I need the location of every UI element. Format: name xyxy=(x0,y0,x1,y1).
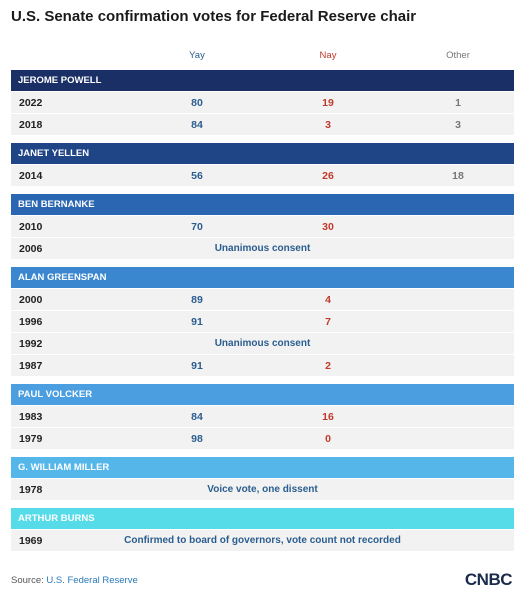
row-year: 2000 xyxy=(19,294,43,306)
column-header-nay: Nay xyxy=(319,50,337,61)
source-link[interactable]: U.S. Federal Reserve xyxy=(46,575,138,586)
group-header: PAUL VOLCKER xyxy=(11,384,514,405)
column-header-yay: Yay xyxy=(189,50,205,61)
group-g-william-miller: G. WILLIAM MILLER 1978 Voice vote, one dis… xyxy=(11,457,514,501)
row-yay-value: 98 xyxy=(191,433,203,445)
row-other-value: 18 xyxy=(452,170,464,182)
row-year: 1978 xyxy=(19,484,43,496)
row-nay-value: 26 xyxy=(322,170,334,182)
row-year: 2006 xyxy=(19,243,43,255)
row-year: 1992 xyxy=(19,338,43,350)
row-yay-value: 80 xyxy=(191,97,203,109)
row-nay-value: 2 xyxy=(325,360,331,372)
row-year: 2014 xyxy=(19,170,43,182)
row-year: 1996 xyxy=(19,316,43,328)
group-arthur-burns: ARTHUR BURNS 1969 Confirmed to board of go… xyxy=(11,508,514,552)
table-row: 1978 Voice vote, one dissent xyxy=(11,479,514,501)
group-header: G. WILLIAM MILLER xyxy=(11,457,514,478)
group-header: ALAN GREENSPAN xyxy=(11,267,514,288)
table-row: 2010 70 30 xyxy=(11,216,514,238)
row-nay-value: 30 xyxy=(322,221,334,233)
table-row: 1992 Unanimous consent xyxy=(11,333,514,355)
table-row: 2022 80 19 1 xyxy=(11,92,514,114)
row-other-value: 3 xyxy=(455,119,461,131)
row-other-value: 1 xyxy=(455,97,461,109)
row-yay-value: 56 xyxy=(191,170,203,182)
group-ben-bernanke: BEN BERNANKE 2010 70 30 2006 Unanimous consen… xyxy=(11,194,514,260)
row-note: Unanimous consent xyxy=(214,338,311,349)
row-nay-value: 0 xyxy=(325,433,331,445)
row-note: Confirmed to board of governors, vote co… xyxy=(124,535,401,546)
table-row: 2018 84 3 3 xyxy=(11,114,514,136)
table-row: 1979 98 0 xyxy=(11,428,514,450)
group-header: JANET YELLEN xyxy=(11,143,514,164)
cnbc-logo: CNBC xyxy=(464,570,513,589)
votes-table: JEROME POWELL 2022 80 19 1 2018 84 3 3 JANET YELL… xyxy=(11,70,514,559)
row-year: 1983 xyxy=(19,411,43,423)
row-yay-value: 84 xyxy=(191,411,203,423)
group-alan-greenspan: ALAN GREENSPAN 2000 89 4 1996 91 7 1992 Unanimou… xyxy=(11,267,514,377)
row-yay-value: 91 xyxy=(191,316,203,328)
row-note: Unanimous consent xyxy=(214,243,311,254)
row-year: 1969 xyxy=(19,535,43,547)
row-nay-value: 7 xyxy=(325,316,331,328)
table-row: 2014 56 26 18 xyxy=(11,165,514,187)
column-headers: Yay Nay Other xyxy=(11,50,514,64)
row-nay-value: 4 xyxy=(325,294,331,306)
row-yay-value: 89 xyxy=(191,294,203,306)
table-row: 2006 Unanimous consent xyxy=(11,238,514,260)
table-row: 2000 89 4 xyxy=(11,289,514,311)
table-row: 1983 84 16 xyxy=(11,406,514,428)
source-note: Source: U.S. Federal Reserve xyxy=(11,575,138,586)
table-row: 1969 Confirmed to board of governors, vot… xyxy=(11,530,514,552)
table-row: 1996 91 7 xyxy=(11,311,514,333)
group-paul-volcker: PAUL VOLCKER 1983 84 16 1979 98 0 xyxy=(11,384,514,450)
source-label: Source: xyxy=(11,575,44,586)
table-row: 1987 91 2 xyxy=(11,355,514,377)
row-year: 1987 xyxy=(19,360,43,372)
row-note: Voice vote, one dissent xyxy=(207,484,318,495)
row-nay-value: 19 xyxy=(322,97,334,109)
group-jerome-powell: JEROME POWELL 2022 80 19 1 2018 84 3 3 xyxy=(11,70,514,136)
group-header: ARTHUR BURNS xyxy=(11,508,514,529)
row-yay-value: 91 xyxy=(191,360,203,372)
group-header: BEN BERNANKE xyxy=(11,194,514,215)
row-nay-value: 3 xyxy=(325,119,331,131)
group-janet-yellen: JANET YELLEN 2014 56 26 18 xyxy=(11,143,514,187)
chart-title: U.S. Senate confirmation votes for Feder… xyxy=(11,8,417,25)
row-year: 2022 xyxy=(19,97,43,109)
column-header-other: Other xyxy=(446,50,470,61)
row-year: 1979 xyxy=(19,433,43,445)
group-header: JEROME POWELL xyxy=(11,70,514,91)
row-yay-value: 84 xyxy=(191,119,203,131)
row-nay-value: 16 xyxy=(322,411,334,423)
row-year: 2018 xyxy=(19,119,43,131)
row-yay-value: 70 xyxy=(191,221,203,233)
row-year: 2010 xyxy=(19,221,43,233)
